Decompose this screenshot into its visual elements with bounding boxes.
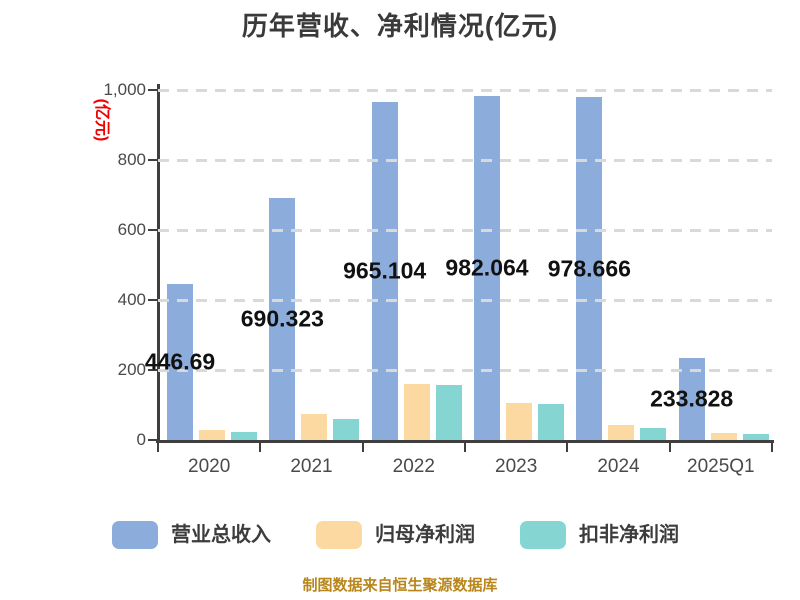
x-axis-tick	[361, 441, 364, 452]
y-axis-tick	[148, 369, 157, 371]
x-axis-tick	[464, 441, 466, 452]
bar-net-profit	[710, 433, 737, 440]
y-axis-unit-label: (亿元)	[93, 98, 110, 142]
bar-non-gaap-profit	[231, 432, 257, 440]
y-axis-tick-label: 600	[117, 220, 146, 239]
bar-non-gaap-profit	[333, 419, 360, 440]
x-axis-tick	[771, 441, 773, 452]
legend-swatch-non-gaap-profit	[520, 521, 566, 549]
bar-non-gaap-profit	[538, 403, 564, 440]
bar-value-label: 446.69	[144, 348, 216, 375]
data-source-note: 制图数据来自恒生聚源数据库	[302, 577, 498, 594]
y-axis-tick	[148, 439, 157, 441]
bar-value-label: 233.828	[650, 385, 734, 412]
bar-non-gaap-profit	[435, 385, 462, 440]
y-axis-tick-label: 0	[136, 430, 146, 449]
gridline	[158, 158, 772, 162]
bar-value-label: 978.666	[547, 255, 631, 282]
legend-swatch-net-profit	[316, 521, 362, 549]
legend-label-non-gaap-profit: 扣非净利润	[579, 524, 679, 546]
gridline	[158, 368, 772, 372]
y-axis-tick-label: 800	[117, 150, 146, 169]
bar-net-profit	[403, 384, 430, 440]
x-axis-label: 2020	[188, 456, 231, 477]
x-axis-tick	[259, 441, 262, 452]
bar-net-profit	[506, 402, 532, 440]
y-axis-tick-label: 1,000	[103, 80, 146, 99]
gridline	[158, 228, 772, 232]
bar-value-label: 982.064	[445, 254, 529, 281]
y-axis-line	[157, 84, 160, 443]
bar-revenue	[576, 97, 603, 440]
bar-revenue	[474, 96, 500, 440]
legend-item-revenue[interactable]: 营业总收入	[112, 521, 271, 549]
x-axis-label: 2023	[495, 456, 538, 477]
x-axis-tick	[668, 441, 671, 452]
bar-net-profit	[301, 413, 328, 440]
bar-net-profit	[199, 429, 225, 440]
y-axis-tick-label: 400	[117, 290, 146, 309]
legend-swatch-revenue	[112, 521, 158, 549]
y-axis-tick	[148, 159, 157, 161]
x-axis-label: 2025Q1	[687, 456, 755, 477]
y-axis-tick	[148, 229, 157, 231]
bar-non-gaap-profit	[640, 427, 667, 440]
legend-label-revenue: 营业总收入	[171, 524, 271, 546]
bar-net-profit	[608, 424, 635, 440]
x-axis-label: 2022	[392, 456, 435, 477]
bar-revenue	[167, 283, 193, 440]
x-axis-tick	[157, 441, 159, 452]
bar-value-label: 965.104	[343, 257, 427, 284]
x-axis-label: 2021	[290, 456, 333, 477]
y-axis-tick-label: 200	[117, 360, 146, 379]
bar-non-gaap-profit	[742, 434, 769, 440]
gridline	[158, 88, 772, 92]
legend-label-net-profit: 归母净利润	[375, 524, 475, 546]
bar-revenue	[269, 198, 296, 440]
y-axis-tick	[148, 299, 157, 301]
y-axis-tick	[148, 89, 157, 91]
legend-item-non-gaap-profit[interactable]: 扣非净利润	[520, 521, 679, 549]
legend-item-net-profit[interactable]: 归母净利润	[316, 521, 475, 549]
x-axis-label: 2024	[597, 456, 640, 477]
chart-title: 历年营收、净利情况(亿元)	[241, 11, 559, 41]
gridline	[158, 298, 772, 302]
bar-revenue	[678, 358, 705, 440]
x-axis-tick	[566, 441, 569, 452]
bar-value-label: 690.323	[240, 305, 324, 332]
